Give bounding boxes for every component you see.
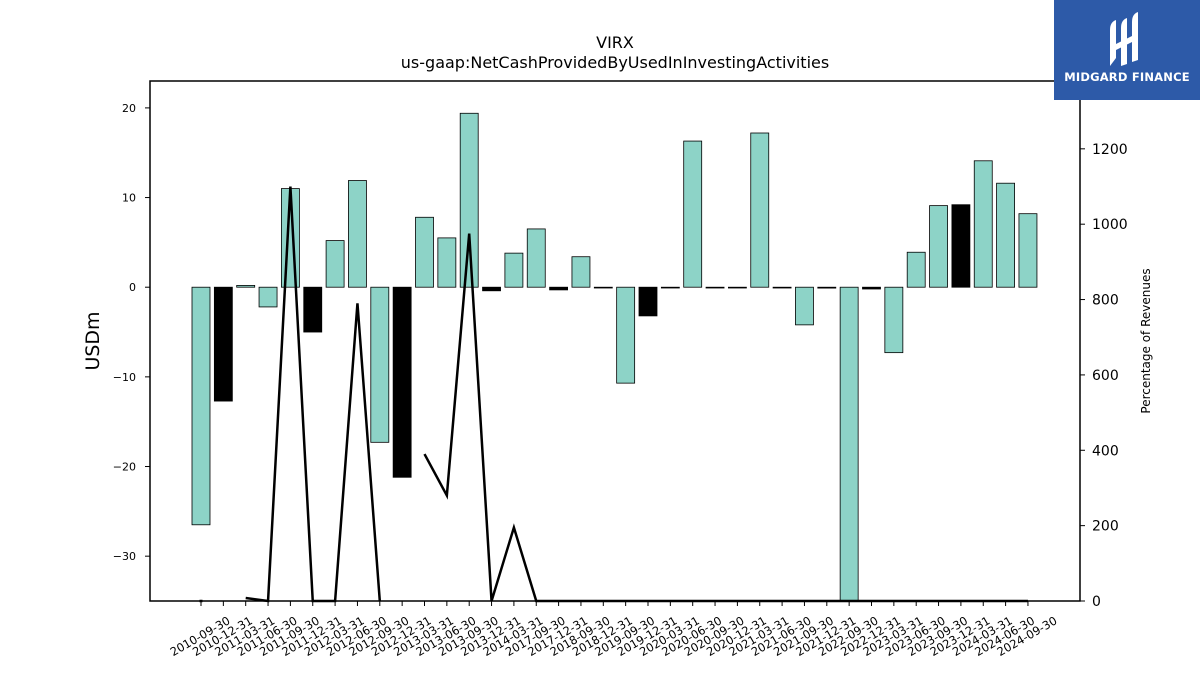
bar <box>415 216 434 288</box>
bar <box>973 160 993 288</box>
bar <box>348 180 367 288</box>
brand-name: MIDGARD FINANCE <box>1064 70 1190 84</box>
bar <box>862 286 881 290</box>
brand-logo: MIDGARD FINANCE <box>1054 0 1200 100</box>
bar <box>683 140 703 288</box>
bar <box>728 286 747 289</box>
y-tick-label: −20 <box>113 461 136 474</box>
bar <box>1018 213 1038 288</box>
bar <box>750 132 770 288</box>
bar <box>593 286 613 289</box>
bar <box>884 286 904 354</box>
bar <box>616 286 636 384</box>
bar <box>951 204 971 288</box>
bar <box>839 286 859 602</box>
y2-axis-label: Percentage of Revenues <box>1139 268 1153 413</box>
y-tick-label: −10 <box>113 371 136 384</box>
y-axis-label: USDm <box>82 311 104 370</box>
y-tick-label: 20 <box>122 102 136 115</box>
bar <box>660 286 680 289</box>
y2-tick-label: 1200 <box>1092 142 1128 158</box>
y-tick-label: −30 <box>113 550 136 563</box>
bar <box>817 286 837 289</box>
bar <box>191 286 211 526</box>
bar <box>370 286 390 443</box>
bar <box>638 286 658 317</box>
bar <box>303 286 323 333</box>
bar <box>504 252 524 288</box>
bar <box>258 286 278 308</box>
bar <box>325 240 345 288</box>
midgard-logo-icon <box>1110 12 1138 66</box>
x-axis: 2010-09-302010-12-312011-03-312011-06-30… <box>168 601 1059 659</box>
bar <box>437 237 457 288</box>
bar <box>705 286 725 289</box>
plot-frame <box>149 80 1081 602</box>
chart-title: VIRX <box>596 33 634 52</box>
y2-tick-label: 400 <box>1092 443 1119 459</box>
series-line <box>423 233 1028 603</box>
y2-tick-label: 200 <box>1092 519 1119 535</box>
bar <box>236 285 256 288</box>
bar <box>213 286 233 402</box>
bar <box>906 251 926 288</box>
bar <box>571 256 591 288</box>
bar <box>392 286 412 478</box>
y2-tick-label: 1000 <box>1092 217 1128 233</box>
bar <box>996 182 1015 288</box>
bar <box>482 286 501 292</box>
bar <box>549 286 568 291</box>
y-axis-left: 20 10 0 −10 −20 −30 <box>113 102 150 563</box>
y2-tick-label: 800 <box>1092 293 1119 309</box>
bar <box>929 205 948 288</box>
bar-group <box>191 112 1038 602</box>
bar <box>772 286 792 289</box>
bar <box>795 286 814 326</box>
chart-subtitle: us-gaap:NetCashProvidedByUsedInInvesting… <box>401 53 829 72</box>
y-tick-label: 10 <box>122 192 136 205</box>
y2-tick-label: 600 <box>1092 368 1119 384</box>
bar <box>526 228 546 288</box>
y2-tick-label: 0 <box>1092 594 1101 610</box>
y-tick-label: 0 <box>129 281 136 294</box>
line-group <box>199 186 1028 603</box>
bar <box>459 112 479 288</box>
y-axis-right: 0 200 400 600 800 1000 1200 <box>1080 142 1128 610</box>
